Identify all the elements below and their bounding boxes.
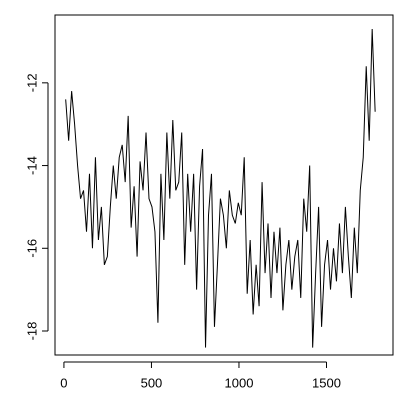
y-tick-label: -12 — [24, 73, 39, 92]
x-tick-label: 1500 — [312, 375, 341, 390]
x-tick-label: 1000 — [225, 375, 254, 390]
data-line — [65, 29, 376, 348]
y-tick-label: -14 — [24, 156, 39, 175]
x-tick-label: 0 — [60, 375, 67, 390]
x-tick-label: 500 — [141, 375, 163, 390]
y-tick-label: -18 — [24, 322, 39, 341]
y-tick-label: -16 — [24, 239, 39, 258]
plot-box — [54, 14, 394, 356]
